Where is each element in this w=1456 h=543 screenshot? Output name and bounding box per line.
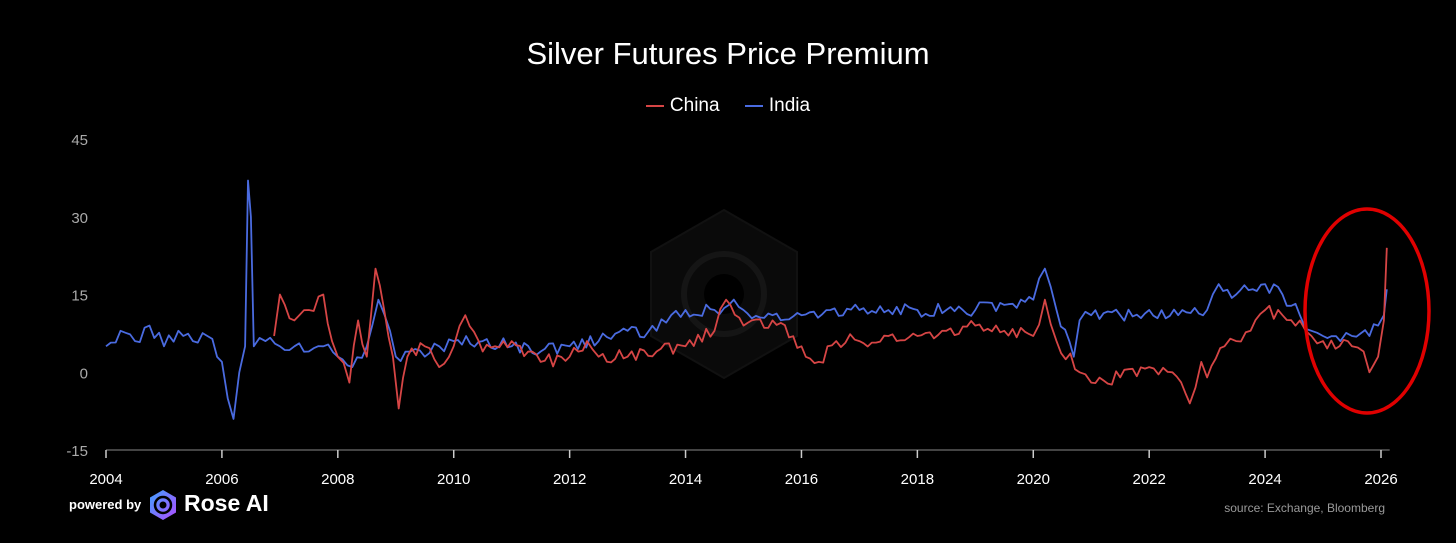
x-tick-label: 2014 <box>669 471 702 488</box>
brand-name: Rose AI <box>184 490 269 516</box>
x-tick-label: 2006 <box>205 471 238 488</box>
rose-ai-logo-icon <box>150 490 176 520</box>
legend-item-china[interactable]: China <box>645 95 720 116</box>
source-note: source: Exchange, Bloomberg <box>1224 501 1385 515</box>
legend-label: India <box>768 95 811 116</box>
x-tick-label: 2026 <box>1364 471 1397 488</box>
watermark-logo <box>650 208 798 380</box>
legend-item-india[interactable]: India <box>744 95 811 116</box>
legend-label: China <box>669 95 720 116</box>
x-tick-label: 2012 <box>553 471 586 488</box>
x-tick-label: 2024 <box>1248 471 1281 488</box>
x-tick-label: 2016 <box>785 471 818 488</box>
x-tick-label: 2020 <box>1017 471 1050 488</box>
powered-by-label: powered by <box>69 497 142 512</box>
highlight-ellipse <box>1303 207 1431 415</box>
y-tick-label: 15 <box>71 288 88 305</box>
y-tick-label: -15 <box>66 443 88 460</box>
series-line-china <box>273 247 1388 410</box>
y-tick-label: 30 <box>71 210 88 227</box>
x-tick-label: 2004 <box>89 471 122 488</box>
legend-swatch-china <box>645 104 664 107</box>
chart-title: Silver Futures Price Premium <box>526 36 930 71</box>
legend-swatch-india <box>744 104 763 107</box>
legend: China India <box>0 95 1456 117</box>
x-tick-label: 2008 <box>321 471 354 488</box>
x-tick-label: 2010 <box>437 471 470 488</box>
y-tick-label: 0 <box>80 365 88 382</box>
x-tick-label: 2018 <box>901 471 934 488</box>
x-tick-label: 2022 <box>1132 471 1165 488</box>
y-tick-label: 45 <box>71 132 88 149</box>
